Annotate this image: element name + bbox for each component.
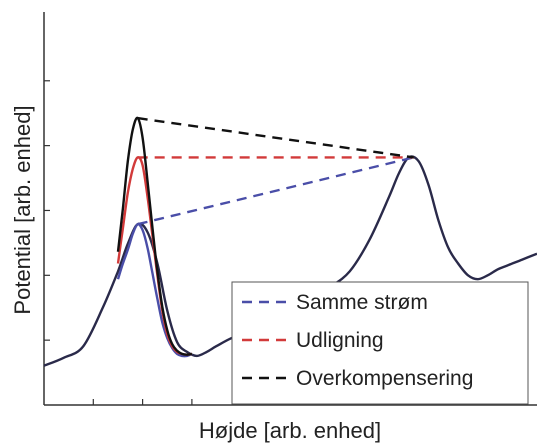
series-curve-0 [116,222,193,358]
legend: Samme strøm Udligning Overkompensering [231,281,529,405]
y-ticks [44,80,50,341]
legend-label-1: Udligning [296,329,384,352]
y-axis-label: Potential [arb. enhed] [10,105,35,314]
series-curve-2 [116,116,193,356]
x-axis-label: Højde [arb. enhed] [199,418,381,443]
series-dashed-link-0 [137,156,415,226]
legend-label-2: Overkompensering [296,367,473,390]
legend-label-0: Samme strøm [296,291,428,314]
series-dashed-link-2 [137,116,414,159]
